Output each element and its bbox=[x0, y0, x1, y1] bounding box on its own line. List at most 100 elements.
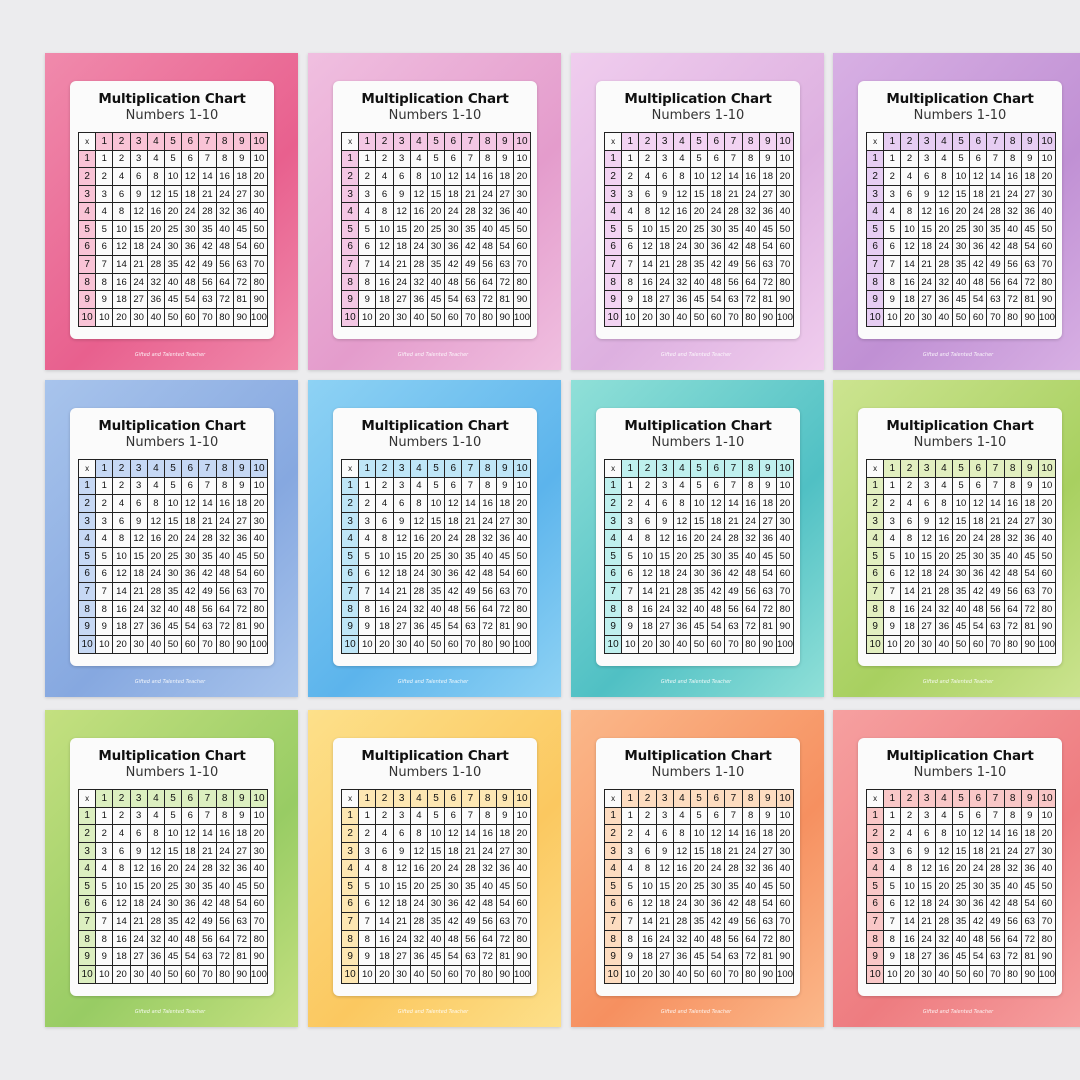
product-cell: 28 bbox=[461, 859, 480, 878]
product-cell: 30 bbox=[181, 546, 200, 566]
table-row: 10 10 20 30 40 50 60 70 80 90 100 bbox=[865, 634, 1057, 654]
product-cell: 35 bbox=[689, 255, 709, 274]
column-header: 2 bbox=[112, 789, 131, 808]
row-header: 2 bbox=[340, 167, 360, 186]
product-cell: 40 bbox=[741, 876, 760, 896]
product-cell: 2 bbox=[112, 806, 131, 826]
product-cell: 20 bbox=[1037, 167, 1057, 186]
product-cell: 1 bbox=[621, 149, 640, 169]
table-row: 2 2 4 6 8 10 12 14 16 18 20 bbox=[603, 167, 795, 186]
product-cell: 5 bbox=[426, 476, 446, 496]
row-header: 8 bbox=[340, 272, 360, 292]
product-cell: 21 bbox=[461, 184, 480, 204]
product-cell: 6 bbox=[181, 149, 200, 169]
product-cell: 54 bbox=[1020, 894, 1039, 914]
product-cell: 10 bbox=[638, 219, 657, 239]
product-cell: 16 bbox=[900, 929, 919, 949]
product-cell: 32 bbox=[672, 272, 691, 292]
product-cell: 8 bbox=[112, 202, 131, 221]
product-cell: 15 bbox=[951, 841, 971, 861]
column-header: 10 bbox=[249, 132, 269, 151]
product-cell: 36 bbox=[934, 947, 953, 966]
product-cell: 72 bbox=[215, 947, 234, 966]
product-cell: 42 bbox=[181, 255, 200, 274]
product-cell: 6 bbox=[900, 511, 919, 531]
product-cell: 20 bbox=[426, 202, 446, 221]
product-cell: 21 bbox=[461, 511, 480, 531]
product-cell: 50 bbox=[951, 964, 971, 984]
product-cell: 49 bbox=[986, 255, 1005, 274]
product-cell: 21 bbox=[917, 912, 936, 931]
product-cell: 2 bbox=[95, 824, 114, 843]
product-cell: 63 bbox=[198, 947, 217, 966]
product-cell: 36 bbox=[444, 564, 463, 584]
product-cell: 21 bbox=[392, 582, 411, 601]
table-row: 6 6 12 18 24 30 36 42 48 54 60 bbox=[603, 894, 795, 914]
product-cell: 18 bbox=[444, 511, 463, 531]
product-cell: 56 bbox=[198, 599, 217, 619]
column-header: 3 bbox=[392, 132, 411, 151]
table-row: 1 1 2 3 4 5 6 7 8 9 10 bbox=[603, 149, 795, 169]
row-header: 7 bbox=[865, 582, 885, 601]
row-header: 5 bbox=[865, 876, 885, 896]
product-cell: 70 bbox=[198, 307, 217, 327]
product-cell: 24 bbox=[146, 894, 165, 914]
row-header: 4 bbox=[865, 202, 885, 221]
product-cell: 20 bbox=[934, 546, 953, 566]
product-cell: 60 bbox=[249, 564, 269, 584]
table-row: 8 8 16 24 32 40 48 56 64 72 80 bbox=[865, 272, 1057, 292]
product-cell: 12 bbox=[917, 859, 936, 878]
chart-title: Multiplication Chart bbox=[886, 748, 1034, 764]
table-row: 2 2 4 6 8 10 12 14 16 18 20 bbox=[865, 167, 1057, 186]
product-cell: 63 bbox=[232, 255, 251, 274]
product-cell: 24 bbox=[478, 184, 497, 204]
product-cell: 14 bbox=[375, 582, 394, 601]
column-header: 2 bbox=[375, 132, 394, 151]
product-cell: 18 bbox=[900, 947, 919, 966]
product-cell: 27 bbox=[917, 617, 936, 636]
product-cell: 30 bbox=[129, 307, 148, 327]
product-cell: 54 bbox=[969, 947, 988, 966]
product-cell: 28 bbox=[146, 255, 165, 274]
product-cell: 32 bbox=[672, 599, 691, 619]
product-cell: 35 bbox=[198, 219, 217, 239]
row-header: 5 bbox=[603, 546, 623, 566]
product-cell: 21 bbox=[655, 255, 674, 274]
product-cell: 64 bbox=[215, 272, 234, 292]
product-cell: 48 bbox=[707, 599, 726, 619]
product-cell: 35 bbox=[163, 912, 183, 931]
product-cell: 54 bbox=[181, 617, 200, 636]
product-cell: 8 bbox=[95, 272, 114, 292]
product-cell: 100 bbox=[1037, 634, 1057, 654]
product-cell: 42 bbox=[707, 255, 726, 274]
chart-subtitle: Numbers 1-10 bbox=[388, 435, 482, 450]
product-cell: 28 bbox=[461, 529, 480, 548]
product-cell: 18 bbox=[112, 617, 131, 636]
table-row: 4 4 8 12 16 20 24 28 32 36 40 bbox=[340, 529, 532, 548]
column-header: 1 bbox=[883, 132, 902, 151]
product-cell: 40 bbox=[146, 964, 165, 984]
product-cell: 7 bbox=[198, 476, 217, 496]
brand-logo: Gifted and Talented Teacher bbox=[397, 679, 469, 685]
product-cell: 5 bbox=[689, 149, 709, 169]
product-cell: 12 bbox=[392, 529, 411, 548]
product-cell: 9 bbox=[95, 290, 114, 309]
product-cell: 9 bbox=[495, 476, 514, 496]
product-cell: 24 bbox=[655, 272, 674, 292]
product-cell: 36 bbox=[1020, 202, 1039, 221]
product-cell: 25 bbox=[426, 876, 446, 896]
product-cell: 6 bbox=[392, 167, 411, 186]
product-cell: 30 bbox=[426, 564, 446, 584]
product-cell: 100 bbox=[249, 964, 269, 984]
product-cell: 50 bbox=[163, 634, 183, 654]
product-cell: 54 bbox=[444, 617, 463, 636]
product-cell: 18 bbox=[900, 290, 919, 309]
product-cell: 42 bbox=[181, 582, 200, 601]
product-cell: 18 bbox=[917, 564, 936, 584]
product-cell: 2 bbox=[112, 149, 131, 169]
product-cell: 90 bbox=[495, 307, 514, 327]
product-cell: 63 bbox=[1020, 912, 1039, 931]
